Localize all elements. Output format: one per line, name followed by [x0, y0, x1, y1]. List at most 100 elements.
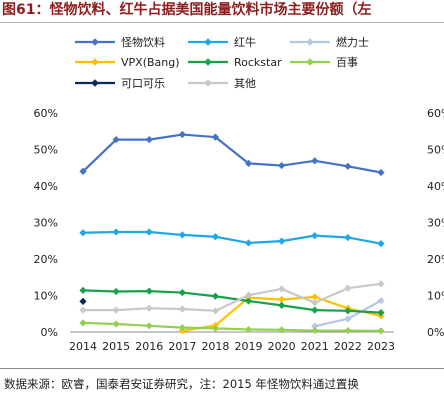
source-note: 数据来源：欧睿，国泰君安证券研究，注：2015 年怪物饮料通过置换 [4, 377, 359, 391]
data-point [178, 324, 186, 332]
right-y-tick-label: 0% [427, 326, 444, 339]
y-tick-label: 50% [34, 144, 58, 157]
legend-swatch-marker [306, 38, 314, 46]
legend-swatch-marker [91, 38, 99, 46]
data-point [311, 299, 319, 307]
data-point [344, 326, 352, 335]
data-point [377, 168, 385, 177]
data-point [244, 297, 253, 305]
x-tick-label: 2018 [201, 340, 229, 353]
data-point [344, 284, 352, 292]
data-point [377, 327, 385, 335]
x-tick-label: 2014 [69, 340, 97, 353]
data-point [211, 292, 220, 300]
data-point [377, 297, 385, 305]
data-point [311, 326, 319, 335]
data-point [178, 305, 186, 313]
data-point [244, 239, 253, 247]
x-tick-label: 2023 [367, 340, 395, 353]
data-point [211, 233, 220, 241]
series-line [82, 321, 382, 333]
data-point [278, 326, 286, 334]
data-point [244, 159, 253, 167]
data-point [244, 291, 253, 299]
data-point [145, 304, 153, 312]
data-point [211, 307, 220, 315]
legend-swatch-marker [204, 38, 212, 46]
data-point [112, 287, 120, 296]
chart-axes: 0% 10% 20% 30% 40% 50% 60% 0% 10% 20% 30% 40% 50% 60%… [34, 107, 444, 353]
data-point [211, 133, 220, 141]
data-point [145, 136, 153, 144]
figure-title: 图61：怪物饮料、红牛占据美国能量饮料市场主要份额（左 [2, 2, 372, 18]
data-point [145, 228, 153, 236]
right-y-tick-label: 60% [427, 107, 444, 120]
x-tick-label: 2022 [334, 340, 362, 353]
data-point [112, 228, 120, 236]
data-point [178, 288, 186, 297]
x-tick-label: 2020 [268, 340, 296, 353]
series-line [82, 289, 382, 314]
data-point [79, 286, 87, 294]
data-point [145, 322, 153, 330]
data-point [311, 306, 319, 314]
right-y-tick-label: 20% [427, 253, 444, 266]
data-point [344, 307, 352, 315]
series-line [82, 133, 382, 174]
data-point [211, 324, 220, 332]
right-y-tick-label: 30% [427, 217, 444, 230]
legend-swatch-marker [204, 79, 212, 87]
legend-label: 其他 [234, 77, 256, 90]
data-point [112, 320, 120, 328]
legend-label: Rockstar [234, 56, 282, 69]
x-tick-label: 2019 [235, 340, 263, 353]
right-y-tick-label: 50% [427, 144, 444, 157]
title-divider [0, 22, 444, 23]
right-y-tick-label: 40% [427, 180, 444, 193]
data-point [377, 309, 385, 317]
data-point [311, 293, 319, 301]
x-tick-label: 2015 [102, 340, 130, 353]
data-point [112, 306, 120, 314]
x-tick-label: 2017 [168, 340, 196, 353]
data-point [278, 161, 286, 170]
data-point [244, 325, 253, 334]
footer-divider [0, 368, 444, 369]
x-tick-label: 2021 [301, 340, 329, 353]
data-point [278, 301, 286, 309]
right-y-tick-label: 10% [427, 290, 444, 303]
legend-swatch-marker [91, 58, 99, 66]
legend-label: 红牛 [234, 35, 256, 49]
data-point [112, 136, 120, 144]
y-tick-label: 20% [34, 253, 58, 266]
data-point [344, 162, 352, 170]
data-point [79, 297, 87, 305]
y-tick-label: 0% [41, 326, 58, 339]
data-point [79, 229, 87, 237]
y-tick-label: 10% [34, 290, 58, 303]
data-point [311, 322, 319, 330]
series-line [83, 282, 382, 312]
data-point [344, 233, 352, 242]
data-point [311, 232, 319, 240]
data-point [344, 315, 352, 323]
legend-swatch-marker [91, 79, 99, 87]
x-tick-label: 2016 [135, 340, 163, 353]
legend-label: 燃力士 [336, 35, 369, 49]
legend-label: VPX(Bang) [121, 56, 180, 69]
legend-label: 百事 [336, 56, 358, 69]
series-line [82, 230, 382, 245]
data-point [145, 287, 153, 295]
legend-swatch-marker [306, 58, 314, 66]
data-point [377, 240, 385, 248]
y-tick-label: 40% [34, 180, 58, 193]
data-point [79, 306, 87, 314]
data-point [178, 231, 186, 239]
legend-label: 可口可乐 [121, 77, 165, 90]
y-tick-label: 30% [34, 217, 58, 230]
data-point [79, 167, 87, 175]
legend-swatch-marker [204, 58, 212, 66]
data-point [278, 295, 286, 304]
